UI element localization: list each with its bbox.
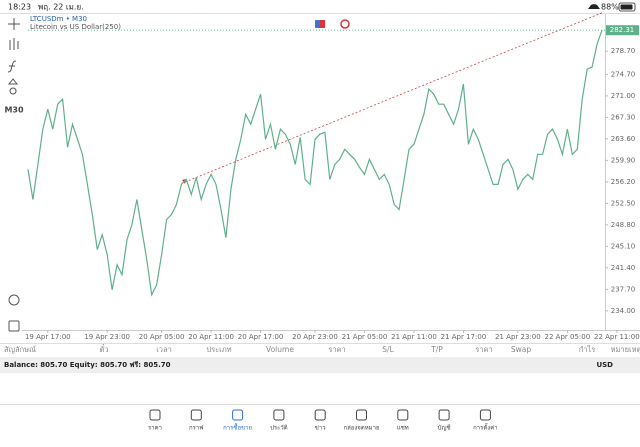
column-header[interactable]: ตั๋ว (99, 344, 108, 354)
column-header[interactable]: T/P (430, 345, 443, 354)
status-time: 18:23 (8, 3, 31, 12)
crosshair-tool[interactable] (8, 18, 20, 30)
tab-icon[interactable] (479, 409, 491, 421)
tab-icon[interactable] (397, 409, 409, 421)
buy-button[interactable] (320, 20, 325, 28)
tab-icon[interactable] (232, 409, 244, 421)
x-tick-label: 22 Apr 05:00 (545, 333, 591, 341)
chart-type-tool[interactable] (9, 38, 19, 50)
tab-icon[interactable] (438, 409, 450, 421)
y-tick-label: 245.10 (611, 242, 636, 250)
status-battery: 88% (601, 3, 619, 12)
tab-icon[interactable] (314, 409, 326, 421)
account-bar (0, 357, 640, 373)
x-tick-label: 21 Apr 17:00 (441, 333, 487, 341)
tab-label[interactable]: กล่องจดหมาย (343, 425, 379, 432)
column-header[interactable]: สัญลักษณ์ (4, 345, 36, 354)
y-tick-label: 263.60 (611, 135, 636, 143)
y-tick-label: 252.50 (611, 199, 636, 207)
objects-tool[interactable] (7, 78, 19, 95)
x-tick-label: 19 Apr 17:00 (25, 333, 71, 341)
tab-bar: ราคา กราฟ การซื้อขาย ประวัติ ข่าว กล่องจดหมาย… (148, 409, 498, 432)
left-toolbar (7, 18, 20, 332)
x-tick-label: 19 Apr 23:00 (84, 333, 130, 341)
x-tick-label: 21 Apr 11:00 (391, 333, 437, 341)
chart-title: LTCUSDm • M30 (30, 15, 87, 23)
tab-label[interactable]: กราฟ (189, 425, 203, 432)
wifi-icon (588, 4, 600, 9)
x-tick-label: 21 Apr 23:00 (495, 333, 541, 341)
add-tool[interactable] (8, 320, 20, 332)
y-tick-label: 234.00 (611, 307, 636, 315)
y-tick-label: 248.80 (611, 221, 636, 229)
y-tick-label: 256.20 (611, 178, 636, 186)
x-tick-label: 22 Apr 11:00 (594, 333, 640, 341)
tab-label[interactable]: การซื้อขาย (223, 422, 252, 432)
price-line (27, 29, 603, 297)
indicator-tool[interactable] (7, 60, 17, 73)
column-header[interactable]: หมายเหตุ (611, 345, 640, 354)
y-tick-label: 274.70 (611, 70, 636, 78)
column-header[interactable]: เวลา (156, 345, 172, 354)
y-tick-label: 241.40 (611, 264, 636, 272)
tab-label[interactable]: ข่าว (315, 425, 326, 432)
chart-subtitle: Litecoin vs US Dollar(250) (30, 23, 121, 31)
timeframe[interactable]: M30 (4, 106, 24, 115)
tab-icon[interactable] (273, 409, 285, 421)
account-summary: Balance: 805.70 Equity: 805.70 ฟรี: 805.… (4, 361, 171, 369)
y-tick-label: 278.70 (611, 47, 636, 55)
tab-label[interactable]: ราคา (148, 425, 162, 432)
positions-header: สัญลักษณ์ ตั๋ว เวลา ประเภท Volume ราคา S/L T/P ร… (4, 344, 640, 354)
column-header[interactable]: Volume (266, 345, 294, 354)
tab-icon[interactable] (356, 409, 367, 421)
y-tick-label: 267.30 (611, 113, 636, 121)
column-header[interactable]: ราคา (328, 345, 345, 354)
column-header[interactable]: กำไร (579, 345, 596, 354)
tab-icon[interactable] (149, 409, 161, 421)
tab-label[interactable]: แชท (397, 425, 409, 432)
account-currency: USD (596, 361, 613, 369)
trend-line[interactable] (184, 11, 605, 183)
x-tick-label: 20 Apr 17:00 (238, 333, 284, 341)
x-tick-label: 20 Apr 05:00 (139, 333, 185, 341)
y-tick-label: 259.90 (611, 156, 636, 164)
zoom-tool[interactable] (8, 294, 20, 306)
x-tick-label: 20 Apr 11:00 (188, 333, 234, 341)
current-price-box (606, 25, 639, 36)
x-tick-label: 20 Apr 23:00 (292, 333, 338, 341)
column-header[interactable]: S/L (382, 345, 394, 354)
tab-label[interactable]: บัญชี (438, 424, 451, 432)
status-date: พฤ. 22 เม.ย. (38, 3, 84, 12)
column-header[interactable]: Swap (511, 345, 531, 354)
battery-icon (618, 2, 636, 12)
tab-icon[interactable] (190, 409, 202, 421)
y-tick-label: 271.00 (611, 92, 636, 100)
tab-label[interactable]: การตั้งค่า (473, 422, 497, 432)
battery-level (620, 4, 633, 10)
tab-label[interactable]: ประวัติ (270, 425, 288, 432)
column-header[interactable]: ประเภท (206, 345, 231, 354)
current-price-label: 282.31 (610, 26, 635, 34)
column-header[interactable]: ราคา (475, 345, 492, 354)
x-tick-label: 21 Apr 05:00 (342, 333, 388, 341)
y-tick-label: 237.70 (611, 285, 636, 293)
oneclick-toggle[interactable] (340, 19, 350, 29)
